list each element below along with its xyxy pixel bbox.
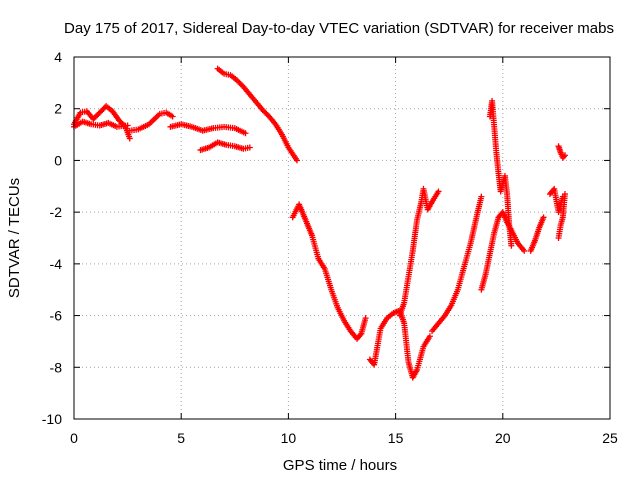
- x-tick-label: 0: [70, 430, 78, 446]
- tick-layer: 0 5 10 15 20 25 -10 -8 -6 -4 -2 0 2 4: [42, 49, 618, 446]
- y-axis-label: SDTVAR / TECUs: [6, 178, 23, 298]
- y-tick-label: -2: [50, 204, 63, 220]
- x-tick-label: 20: [495, 430, 511, 446]
- y-tick-label: 4: [54, 49, 62, 65]
- data-point-marker: [242, 130, 249, 137]
- data-point-marker: [561, 191, 568, 198]
- series-arc-3: [197, 139, 253, 154]
- y-tick-label: -4: [50, 256, 63, 272]
- data-point-marker: [560, 153, 567, 160]
- x-tick-label: 15: [388, 430, 404, 446]
- x-tick-label: 25: [602, 430, 618, 446]
- x-axis-label: GPS time / hours: [283, 457, 397, 474]
- x-tick-label: 10: [281, 430, 297, 446]
- series-arc-14: [555, 143, 568, 161]
- data-point-marker: [435, 188, 442, 195]
- data-point-marker: [293, 157, 300, 164]
- data-point-marker: [561, 152, 568, 159]
- series-arc-1b: [71, 118, 131, 130]
- series-arc-7: [396, 185, 442, 319]
- series-arc-11: [527, 214, 547, 254]
- data-point-marker: [124, 122, 131, 129]
- data-point-marker: [508, 242, 515, 249]
- series-arc-5: [289, 201, 369, 342]
- series-arc-8: [429, 193, 485, 335]
- grid-layer: [74, 57, 610, 419]
- series-arc-10: [486, 97, 515, 249]
- data-point-marker: [540, 214, 547, 221]
- data-point-marker: [126, 135, 133, 142]
- plot-frame: [73, 56, 611, 420]
- data-point-marker: [362, 315, 369, 322]
- data-point-marker: [357, 331, 364, 338]
- x-tick-label: 5: [177, 430, 185, 446]
- data-point-marker: [521, 247, 528, 254]
- series-arc-1c: [126, 109, 176, 134]
- data-point-marker: [246, 144, 253, 151]
- data-point-marker: [169, 113, 176, 120]
- data-point-marker: [426, 333, 433, 340]
- marks-layer: [71, 65, 568, 381]
- data-point-marker: [478, 193, 485, 200]
- chart-title: Day 175 of 2017, Sidereal Day-to-day VTE…: [64, 20, 614, 37]
- series-arc-13: [555, 191, 568, 241]
- y-tick-label: 0: [54, 152, 62, 168]
- y-tick-label: -10: [42, 411, 62, 427]
- y-tick-label: 2: [54, 101, 62, 117]
- y-tick-label: -8: [50, 359, 63, 375]
- y-tick-label: -6: [50, 308, 63, 324]
- series-arc-6: [366, 307, 433, 381]
- series-arc-4: [214, 65, 300, 164]
- series-arc-2: [167, 121, 249, 137]
